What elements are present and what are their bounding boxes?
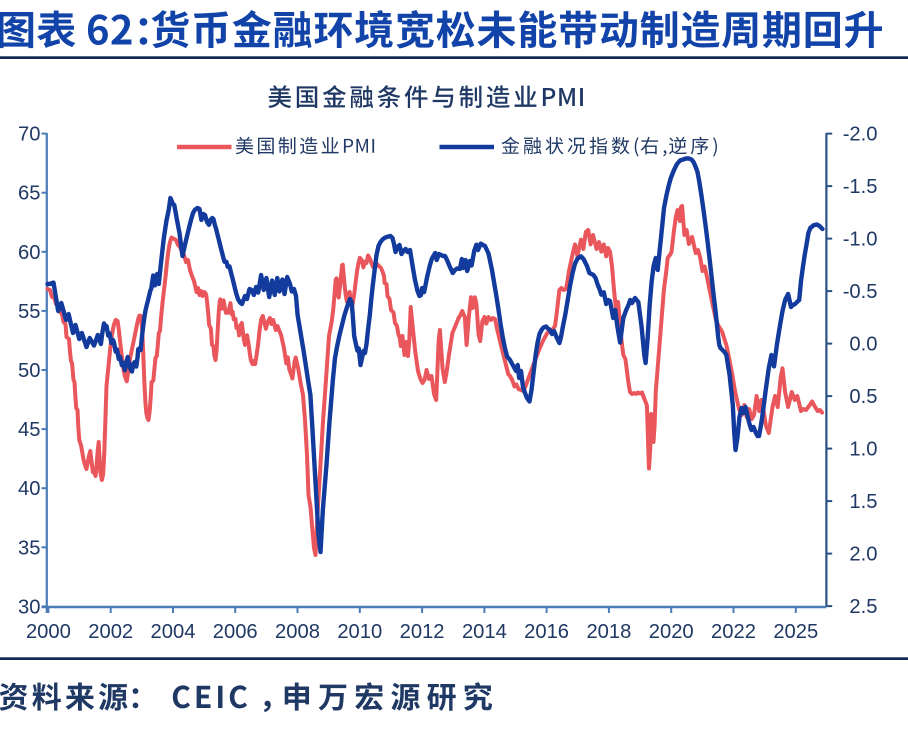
svg-text:-0.5: -0.5 — [843, 281, 878, 303]
svg-text:50: 50 — [18, 360, 40, 382]
svg-text:0.5: 0.5 — [849, 386, 877, 408]
svg-text:2025: 2025 — [773, 621, 818, 643]
svg-text:2016: 2016 — [524, 621, 569, 643]
svg-text:2.0: 2.0 — [849, 544, 877, 566]
svg-text:30: 30 — [18, 596, 40, 618]
svg-text:2010: 2010 — [337, 621, 382, 643]
svg-text:-2.0: -2.0 — [843, 124, 878, 146]
svg-text:65: 65 — [18, 183, 40, 205]
svg-text:-1.5: -1.5 — [843, 176, 878, 198]
svg-text:2002: 2002 — [88, 621, 133, 643]
svg-text:2008: 2008 — [275, 621, 320, 643]
svg-text:2004: 2004 — [151, 621, 196, 643]
svg-text:70: 70 — [18, 124, 40, 146]
svg-text:2.5: 2.5 — [849, 596, 877, 618]
svg-text:-1.0: -1.0 — [843, 229, 878, 251]
svg-text:2000: 2000 — [26, 621, 71, 643]
svg-text:2012: 2012 — [400, 621, 445, 643]
svg-text:2018: 2018 — [586, 621, 631, 643]
svg-text:2014: 2014 — [462, 621, 507, 643]
svg-text:35: 35 — [18, 537, 40, 559]
svg-text:45: 45 — [18, 419, 40, 441]
svg-text:55: 55 — [18, 301, 40, 323]
svg-text:2020: 2020 — [649, 621, 694, 643]
svg-text:1.5: 1.5 — [849, 491, 877, 513]
svg-text:40: 40 — [18, 478, 40, 500]
svg-text:1.0: 1.0 — [849, 439, 877, 461]
svg-text:60: 60 — [18, 242, 40, 264]
svg-text:2006: 2006 — [213, 621, 258, 643]
svg-text:2022: 2022 — [711, 621, 756, 643]
svg-text:0.0: 0.0 — [849, 334, 877, 356]
